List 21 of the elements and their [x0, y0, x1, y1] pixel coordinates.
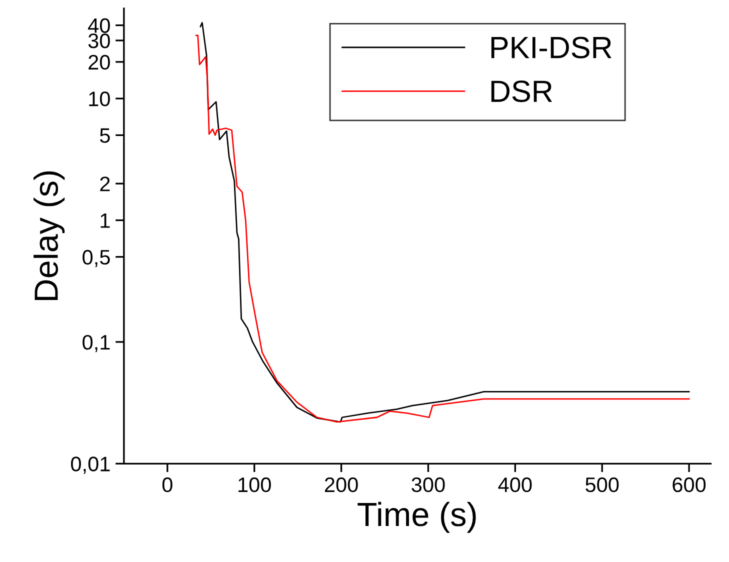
y-tick-label: 5: [100, 128, 110, 143]
x-tick-label: 0: [162, 477, 172, 492]
x-tick-label: 100: [238, 477, 271, 492]
x-tick-label: 500: [586, 477, 619, 492]
y-tick-label: 2: [100, 176, 110, 192]
legend-label: PKI-DSR: [491, 36, 612, 58]
x-axis-title: Time (s): [358, 502, 476, 533]
legend-label: DSR: [491, 80, 552, 102]
y-tick-label: 1: [100, 213, 110, 228]
y-axis-title: Delay (s): [34, 171, 65, 300]
x-tick-label: 600: [672, 477, 706, 492]
y-tick-label: 10: [89, 92, 110, 106]
y-tick-label: 20: [88, 54, 110, 70]
y-tick-label: 40: [88, 18, 110, 34]
x-tick-label: 300: [412, 477, 445, 492]
y-tick-label: 0,1: [82, 334, 110, 352]
y-tick-label: 0,5: [82, 250, 110, 268]
x-tick-label: 400: [498, 477, 532, 492]
y-tick-label: 0,01: [71, 456, 110, 474]
x-tick-label: 200: [324, 477, 358, 492]
y-tick-label: 30: [88, 33, 110, 48]
